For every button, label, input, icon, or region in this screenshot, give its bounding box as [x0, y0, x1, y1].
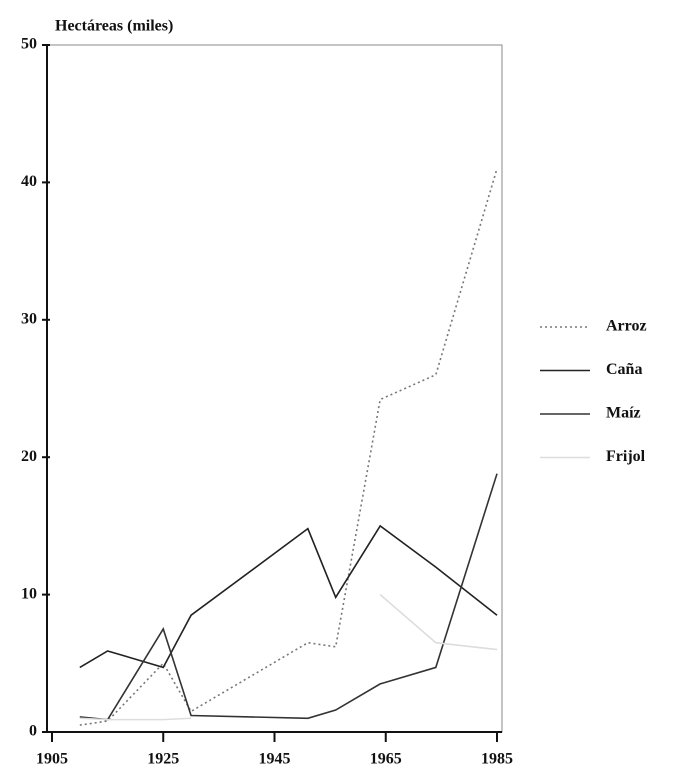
y-tick-label: 0 [29, 723, 37, 740]
series-line [79, 473, 498, 721]
y-tick-label: 30 [21, 310, 37, 327]
x-tick-label: 1985 [481, 751, 513, 768]
x-tick-label: 1905 [36, 751, 68, 768]
y-tick-label: 40 [21, 173, 37, 190]
y-tick-label: 10 [21, 585, 37, 602]
legend-label: Maíz [606, 405, 641, 422]
legend-label: Arroz [606, 318, 647, 335]
x-tick-label: 1965 [370, 751, 402, 768]
series-line [79, 593, 498, 721]
series-line [79, 524, 498, 669]
plot-frame [46, 44, 503, 733]
x-tick-label: 1925 [147, 751, 179, 768]
x-tick-label: 1945 [259, 751, 291, 768]
y-tick-label: 50 [21, 36, 37, 53]
y-axis-label: Hectáreas (miles) [55, 18, 173, 35]
legend-label: Frijol [606, 448, 646, 465]
y-tick-label: 20 [21, 448, 37, 465]
legend-label: Caña [606, 361, 642, 378]
